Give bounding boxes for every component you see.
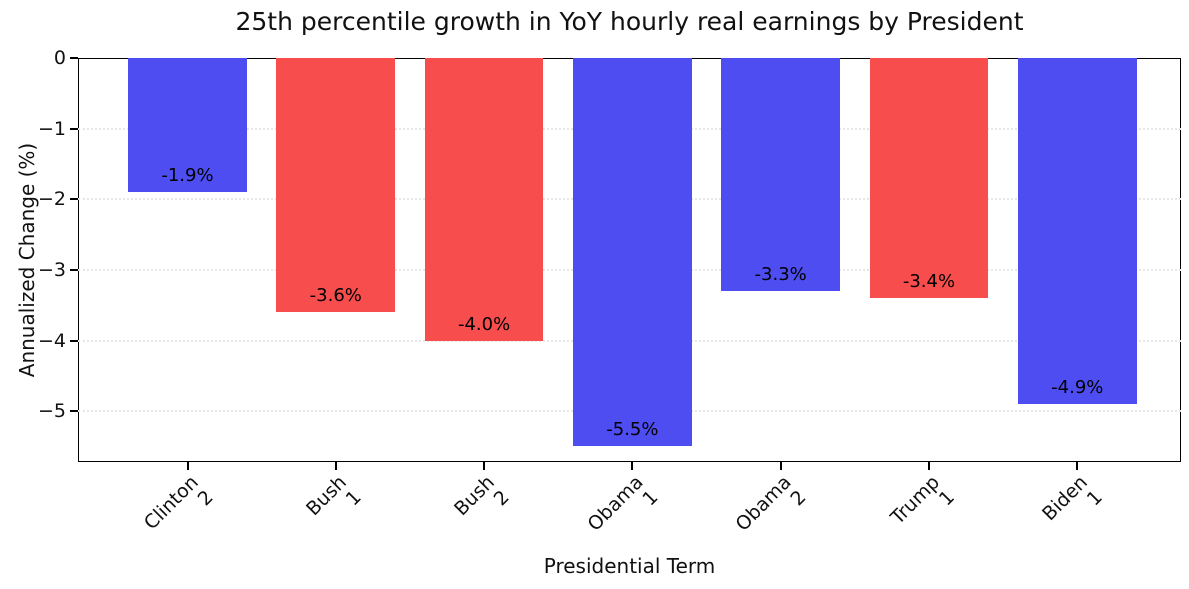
bar: -3.3% — [721, 58, 840, 292]
y-tick-label: −1 — [37, 117, 66, 140]
bar: -3.6% — [276, 58, 396, 313]
y-tick-mark — [70, 410, 78, 413]
x-tick-mark — [779, 462, 782, 470]
bar: -4.9% — [1017, 58, 1137, 405]
y-tick-label: −2 — [37, 188, 66, 211]
y-tick-label: −3 — [37, 258, 66, 281]
x-tick-mark — [631, 462, 634, 470]
bar-value-label: -5.5% — [606, 419, 659, 441]
bar-value-label: -3.3% — [754, 264, 807, 286]
bar-value-label: -4.0% — [457, 313, 511, 335]
bar-value-label: -4.9% — [1051, 377, 1104, 399]
bar: -3.4% — [869, 58, 989, 299]
x-tick-mark — [483, 462, 486, 470]
x-tick-mark — [186, 462, 189, 470]
x-tick-label: Biden 1 — [1038, 471, 1107, 526]
bar-value-label: -3.6% — [309, 285, 362, 307]
bar: -4.0% — [424, 58, 544, 341]
x-tick-label: Bush 2 — [450, 471, 514, 521]
bar-value-label: -3.4% — [902, 271, 956, 293]
x-tick-label: Bush 1 — [301, 471, 366, 521]
x-tick-mark — [334, 462, 337, 470]
y-tick-mark — [70, 339, 78, 342]
x-tick-label: Obama 2 — [731, 471, 811, 536]
chart-title: 25th percentile growth in YoY hourly rea… — [235, 7, 1024, 36]
bar: -5.5% — [573, 58, 692, 447]
x-tick-label: Obama 1 — [583, 471, 663, 536]
y-tick-label: −4 — [37, 329, 66, 352]
y-tick-label: −5 — [37, 400, 66, 423]
y-tick-mark — [70, 127, 78, 130]
x-tick-label: Trump 1 — [886, 471, 959, 529]
bar: -1.9% — [128, 58, 247, 193]
y-tick-mark — [70, 268, 78, 271]
y-tick-mark — [70, 198, 78, 201]
bar-value-label: -1.9% — [161, 165, 214, 187]
x-tick-mark — [1076, 462, 1079, 470]
y-tick-label: 0 — [53, 47, 66, 69]
x-tick-label: Clinton 2 — [139, 471, 218, 535]
x-axis-label: Presidential Term — [543, 554, 716, 578]
y-tick-mark — [70, 57, 78, 59]
x-tick-mark — [928, 462, 930, 470]
